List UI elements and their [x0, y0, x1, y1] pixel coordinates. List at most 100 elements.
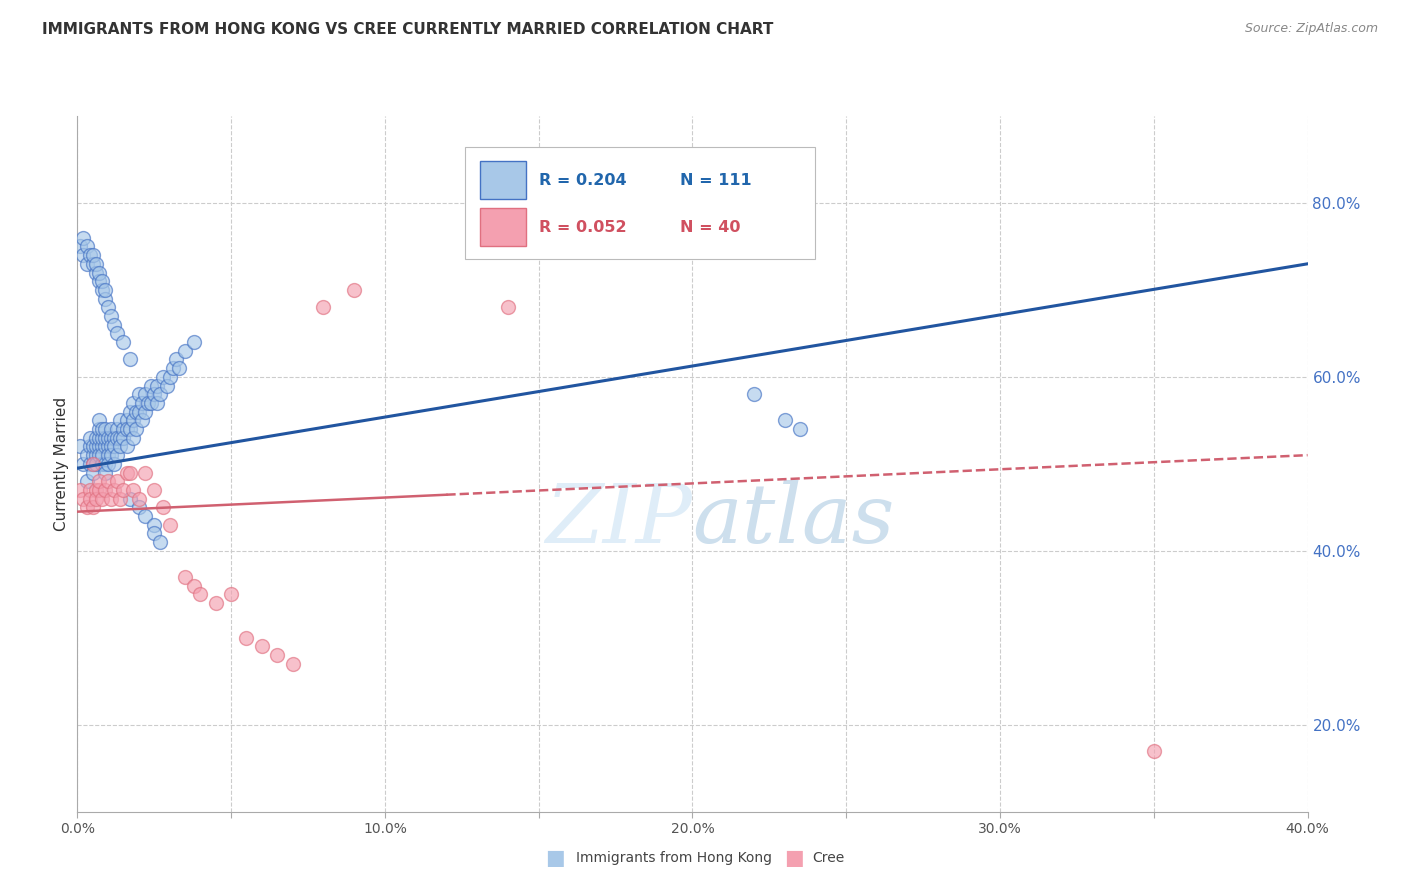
Point	[100, 422, 122, 436]
Point	[149, 535, 172, 549]
Text: ■: ■	[546, 848, 565, 868]
Point	[82, 466, 104, 480]
Point	[134, 508, 156, 523]
Point	[79, 483, 101, 497]
Point	[152, 369, 174, 384]
Point	[72, 230, 94, 244]
Point	[97, 300, 120, 314]
Text: Source: ZipAtlas.com: Source: ZipAtlas.com	[1244, 22, 1378, 36]
Point	[204, 596, 226, 610]
Point	[103, 318, 125, 332]
Point	[87, 440, 110, 453]
Point	[235, 631, 257, 645]
Text: Cree: Cree	[813, 851, 845, 865]
Point	[112, 422, 135, 436]
Point	[84, 457, 107, 471]
Point	[94, 440, 117, 453]
Point	[141, 396, 163, 410]
Point	[82, 457, 104, 471]
Point	[773, 413, 796, 427]
Point	[82, 440, 104, 453]
Point	[82, 248, 104, 262]
Point	[103, 440, 125, 453]
Point	[84, 483, 107, 497]
Point	[94, 457, 117, 471]
Point	[87, 448, 110, 462]
Text: IMMIGRANTS FROM HONG KONG VS CREE CURRENTLY MARRIED CORRELATION CHART: IMMIGRANTS FROM HONG KONG VS CREE CURREN…	[42, 22, 773, 37]
Point	[90, 440, 114, 453]
Point	[103, 483, 125, 497]
Point	[79, 440, 101, 453]
Point	[110, 440, 132, 453]
Point	[115, 413, 138, 427]
Point	[90, 457, 114, 471]
Point	[82, 500, 104, 515]
Point	[100, 440, 122, 453]
Point	[128, 491, 150, 506]
Point	[281, 657, 304, 671]
Point	[115, 466, 138, 480]
Point	[112, 334, 135, 349]
Point	[100, 448, 122, 462]
Point	[90, 422, 114, 436]
Point	[105, 475, 128, 489]
Point	[87, 483, 110, 497]
Point	[69, 239, 91, 253]
Point	[110, 413, 132, 427]
Point	[125, 422, 148, 436]
Point	[162, 361, 184, 376]
Point	[174, 570, 197, 584]
Point	[84, 491, 107, 506]
Point	[76, 239, 98, 253]
Point	[103, 431, 125, 445]
Point	[496, 300, 519, 314]
Point	[97, 448, 120, 462]
Point	[72, 248, 94, 262]
Point	[94, 483, 117, 497]
Point	[128, 500, 150, 515]
Text: R = 0.204: R = 0.204	[538, 173, 626, 188]
Point	[100, 491, 122, 506]
Point	[115, 440, 138, 453]
Point	[110, 431, 132, 445]
Point	[90, 431, 114, 445]
Point	[125, 404, 148, 418]
Point	[128, 404, 150, 418]
Point	[121, 431, 143, 445]
Point	[76, 257, 98, 271]
Point	[742, 387, 765, 401]
Point	[82, 448, 104, 462]
FancyBboxPatch shape	[465, 147, 815, 259]
Point	[118, 491, 141, 506]
Point	[266, 648, 288, 662]
Point	[188, 587, 212, 601]
Point	[118, 422, 141, 436]
Point	[94, 292, 117, 306]
Point	[87, 422, 110, 436]
Point	[84, 257, 107, 271]
Point	[143, 483, 166, 497]
Point	[72, 457, 94, 471]
Point	[87, 431, 110, 445]
Point	[79, 431, 101, 445]
Point	[82, 257, 104, 271]
Point	[79, 491, 101, 506]
Point	[134, 466, 156, 480]
Point	[146, 378, 169, 392]
Point	[112, 483, 135, 497]
Point	[149, 387, 172, 401]
Point	[115, 422, 138, 436]
Point	[183, 334, 205, 349]
Point	[152, 500, 174, 515]
Point	[105, 431, 128, 445]
Point	[76, 475, 98, 489]
Point	[90, 274, 114, 288]
Point	[84, 266, 107, 280]
Point	[97, 457, 120, 471]
Point	[79, 248, 101, 262]
Point	[143, 517, 166, 532]
Point	[136, 396, 159, 410]
Point	[84, 431, 107, 445]
Point	[84, 440, 107, 453]
Point	[121, 483, 143, 497]
